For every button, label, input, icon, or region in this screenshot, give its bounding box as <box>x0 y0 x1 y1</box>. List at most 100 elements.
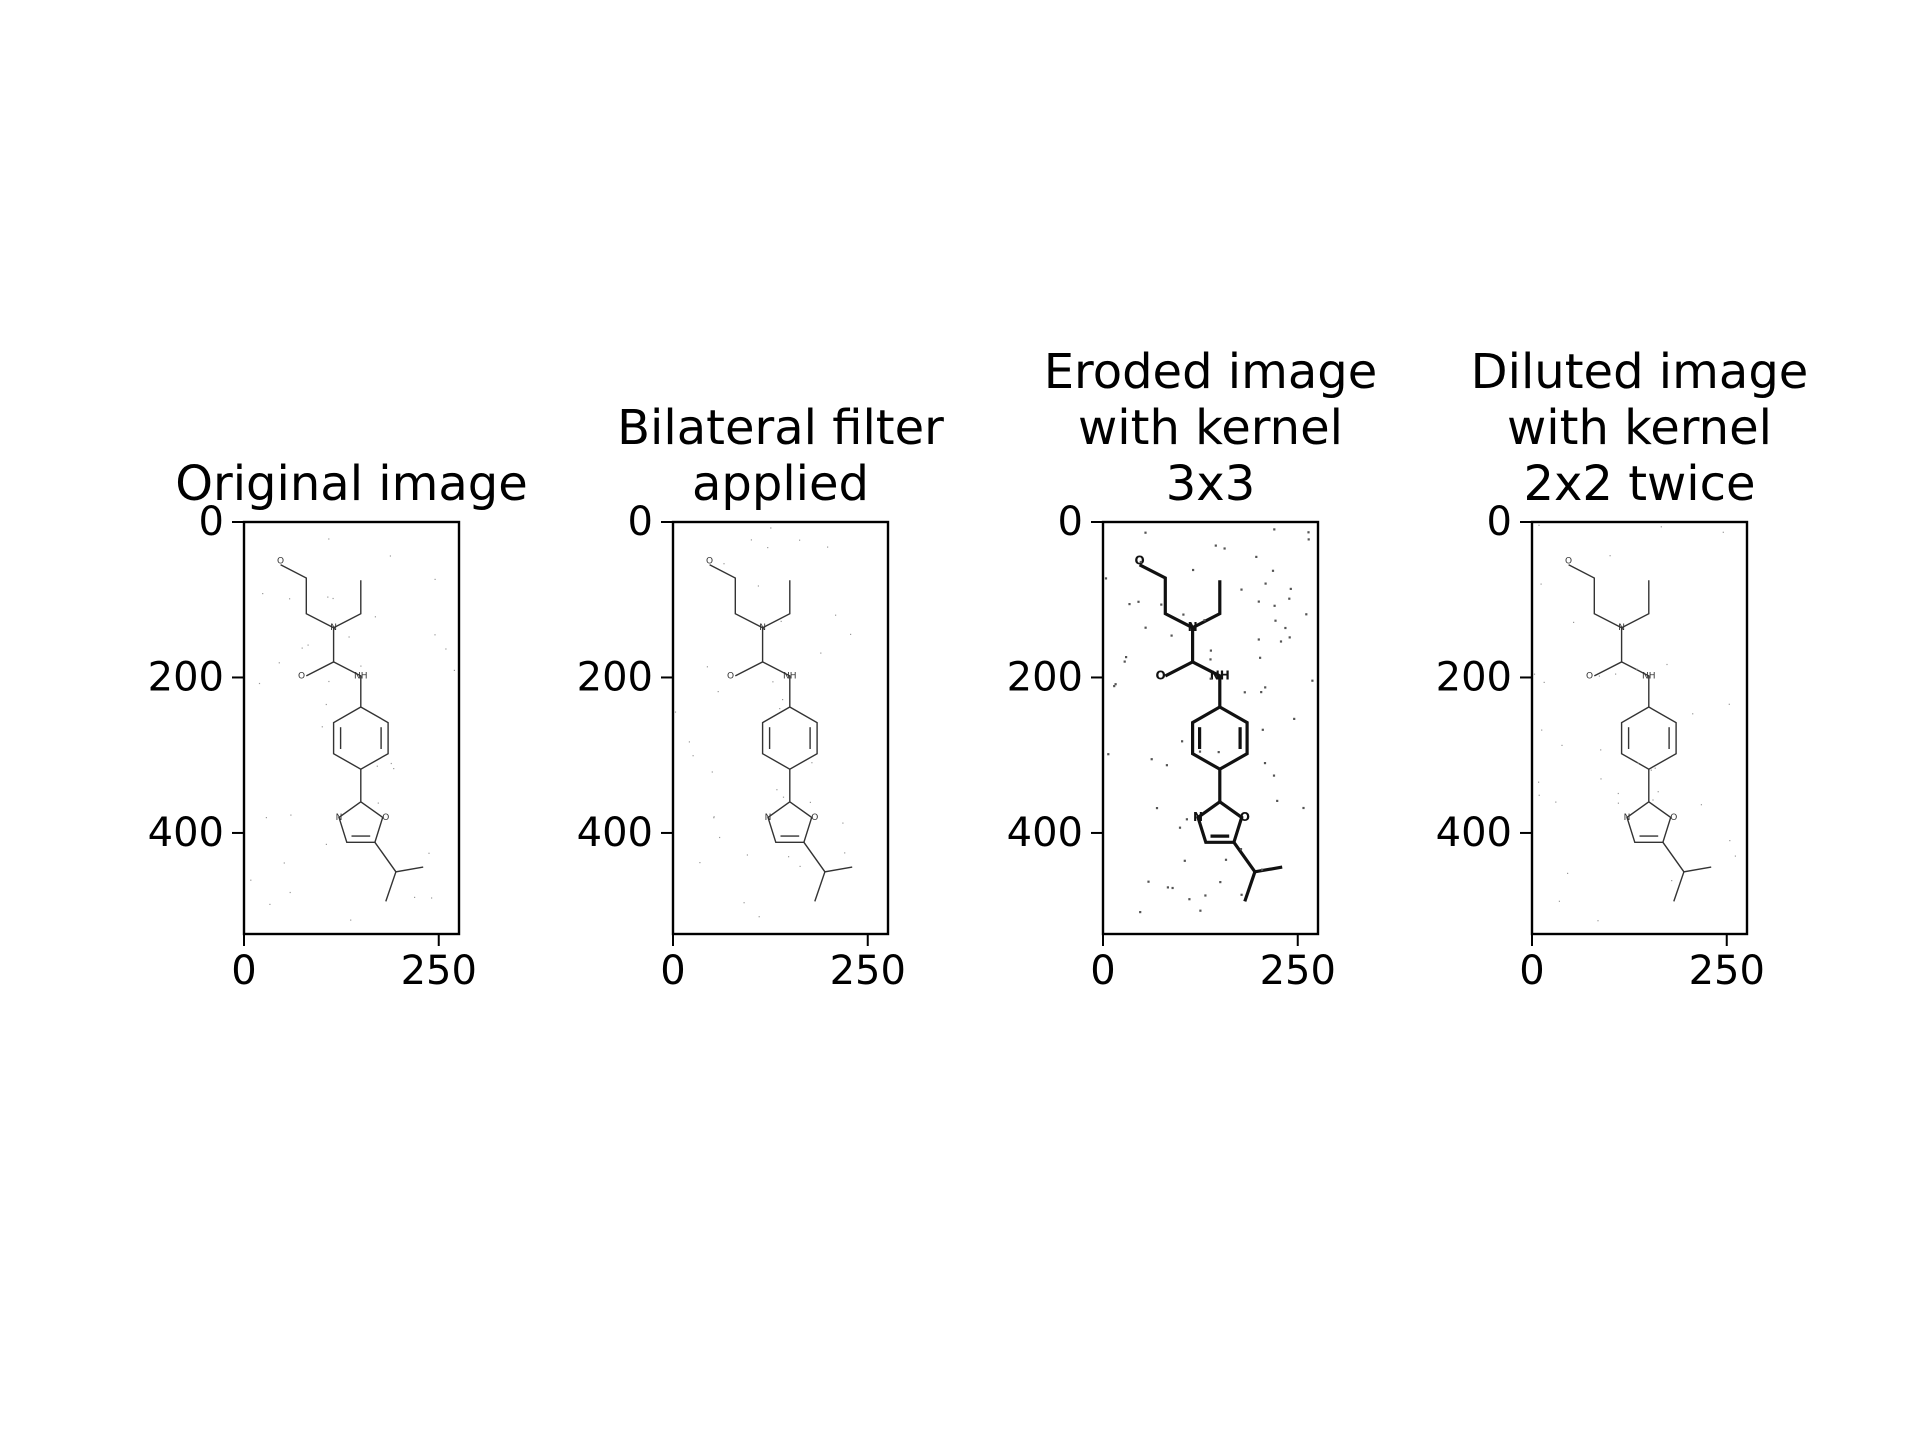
ethanol-chain-bond <box>280 564 334 629</box>
isopropyl-bond <box>385 871 397 902</box>
noise-speck <box>776 789 778 791</box>
noise-speck <box>1311 679 1314 682</box>
noise-speck <box>290 814 292 816</box>
noise-speck <box>376 765 378 767</box>
noise-speck <box>1178 826 1182 829</box>
noise-speck <box>1198 750 1202 753</box>
noise-speck <box>434 578 436 580</box>
noise-speck <box>1650 769 1652 771</box>
noise-speck <box>1261 868 1264 871</box>
noise-speck <box>1273 528 1276 531</box>
noise-speck <box>711 771 713 773</box>
noise-speck <box>1284 626 1287 630</box>
oxazole-ring <box>767 801 813 843</box>
noise-speck <box>377 802 379 804</box>
noise-speck <box>428 852 430 854</box>
noise-speck <box>713 816 715 818</box>
noise-speck <box>1289 587 1292 590</box>
noise-speck <box>431 897 433 899</box>
noise-speck <box>1600 749 1602 751</box>
noise-speck <box>1597 920 1599 922</box>
noise-speck <box>1271 569 1275 572</box>
image-background <box>1532 522 1747 934</box>
noise-speck <box>1182 613 1185 616</box>
noise-speck <box>1214 544 1217 547</box>
y-tick-label: 0 <box>1487 499 1512 545</box>
noise-speck <box>325 843 327 845</box>
noise-speck <box>1128 603 1131 606</box>
noise-speck <box>1240 893 1243 896</box>
noise-speck <box>1617 802 1619 804</box>
subplot-title: 2x2 twice <box>1523 456 1755 512</box>
atom-label-o: O <box>1670 813 1677 823</box>
noise-speck <box>283 862 285 864</box>
noise-speck <box>1144 626 1147 629</box>
noise-speck <box>743 902 745 904</box>
noise-speck <box>278 662 280 664</box>
noise-speck <box>706 666 708 668</box>
noise-speck <box>1139 560 1142 564</box>
noise-speck <box>1104 577 1108 580</box>
noise-speck <box>688 741 690 743</box>
atom-label-nh: NH <box>1210 668 1230 682</box>
ethanol-chain-bond <box>709 564 763 629</box>
atom-label-o: O <box>298 671 305 681</box>
noise-speck <box>1660 526 1662 528</box>
noise-speck <box>1192 568 1195 572</box>
image-background <box>244 522 459 934</box>
subplot-title: Bilateral filter <box>617 400 944 456</box>
oxazole-ring <box>1196 800 1244 844</box>
axes-frame <box>1101 520 1320 936</box>
y-tick-label: 400 <box>1007 810 1083 856</box>
atom-label-o: O <box>706 556 713 566</box>
x-tick-label: 250 <box>1260 948 1336 994</box>
noise-speck <box>1700 804 1702 806</box>
noise-speck <box>1538 524 1540 526</box>
noise-speck <box>723 563 725 565</box>
x-tick-label: 0 <box>1090 948 1115 994</box>
noise-speck <box>1239 848 1243 851</box>
noise-speck <box>1652 799 1654 801</box>
noise-speck <box>1538 794 1540 796</box>
noise-speck <box>827 546 829 548</box>
ethanol-chain-bond <box>1568 564 1622 629</box>
atom-label-o: O <box>1565 556 1572 566</box>
noise-speck <box>1204 894 1207 897</box>
isopropyl-bond <box>814 871 826 902</box>
x-tick-label: 0 <box>1519 948 1544 994</box>
y-tick-label: 200 <box>148 654 224 700</box>
atom-label-n: N <box>1618 623 1625 633</box>
noise-speck <box>782 796 785 798</box>
noise-speck <box>1573 621 1575 623</box>
noise-speck <box>1255 555 1258 558</box>
noise-speck <box>350 919 352 921</box>
noise-speck <box>780 620 782 622</box>
noise-speck <box>393 768 395 770</box>
ethyl-bond <box>333 580 362 629</box>
amide-bond <box>1191 660 1222 707</box>
noise-speck <box>1543 681 1545 683</box>
noise-speck <box>332 597 334 600</box>
noise-speck <box>717 691 719 693</box>
noise-speck <box>719 836 721 839</box>
noise-speck <box>1734 855 1736 857</box>
noise-speck <box>1209 658 1212 661</box>
noise-speck <box>1609 555 1611 557</box>
noise-speck <box>1113 685 1116 688</box>
isopropyl-bond <box>803 841 853 873</box>
x-tick-label: 0 <box>231 948 256 994</box>
noise-speck <box>307 644 309 646</box>
noise-speck <box>699 862 701 864</box>
noise-speck <box>1567 872 1569 874</box>
noise-speck <box>1558 900 1560 902</box>
noise-speck <box>1185 818 1188 821</box>
noise-speck <box>811 762 813 764</box>
noise-speck <box>772 681 774 683</box>
atom-label-n: N <box>330 623 337 633</box>
y-tick-label: 200 <box>1007 654 1083 700</box>
axes-frame <box>242 520 461 936</box>
noise-speck <box>445 648 447 650</box>
noise-speck <box>746 854 748 856</box>
